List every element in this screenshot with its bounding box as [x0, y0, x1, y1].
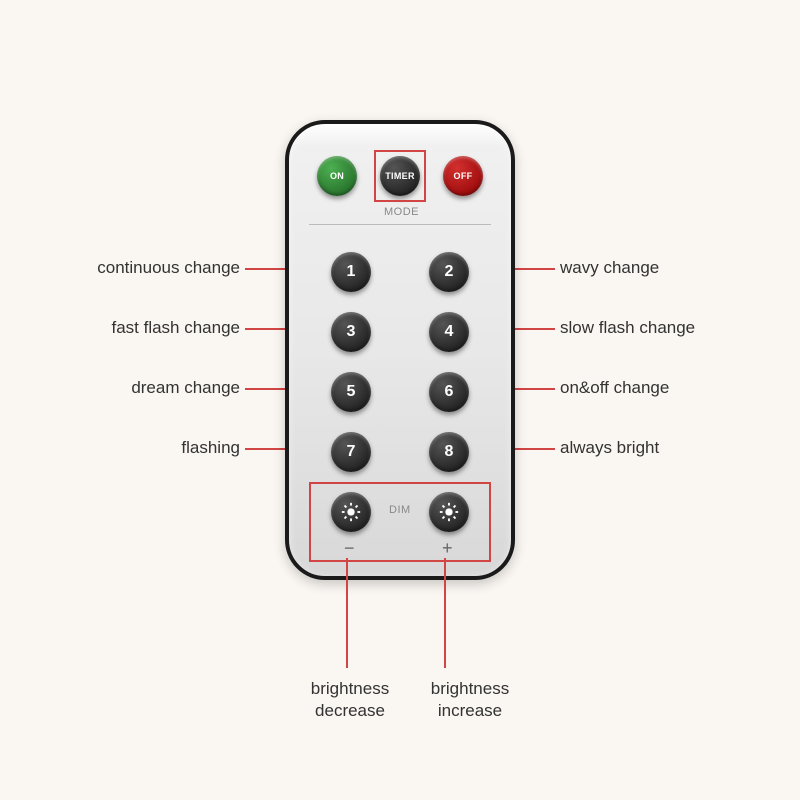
bi-l1: brightness — [431, 679, 509, 698]
brightness-decrease-callout: brightness decrease — [280, 678, 420, 722]
on-label: ON — [330, 171, 344, 181]
callout-4: slow flash change — [560, 318, 695, 338]
bd-l1: brightness — [311, 679, 389, 698]
timer-highlight — [374, 150, 426, 202]
off-label: OFF — [454, 171, 473, 181]
bd-l2: decrease — [315, 701, 385, 720]
callout-8: always bright — [560, 438, 659, 458]
dim-highlight — [309, 482, 491, 562]
mode-button-3[interactable]: 3 — [331, 312, 371, 352]
callout-3: fast flash change — [111, 318, 240, 338]
mode-num-2: 2 — [445, 263, 454, 281]
mode-button-2[interactable]: 2 — [429, 252, 469, 292]
mode-num-8: 8 — [445, 443, 454, 461]
callout-1: continuous change — [97, 258, 240, 278]
vline-plus — [444, 558, 446, 668]
mode-button-6[interactable]: 6 — [429, 372, 469, 412]
off-button[interactable]: OFF — [443, 156, 483, 196]
bi-l2: increase — [438, 701, 502, 720]
mode-button-1[interactable]: 1 — [331, 252, 371, 292]
callout-5: dream change — [131, 378, 240, 398]
mode-button-8[interactable]: 8 — [429, 432, 469, 472]
brightness-increase-callout: brightness increase — [400, 678, 540, 722]
mode-num-4: 4 — [445, 323, 454, 341]
on-button[interactable]: ON — [317, 156, 357, 196]
callout-6: on&off change — [560, 378, 669, 398]
mode-num-3: 3 — [347, 323, 356, 341]
mode-label: MODE — [384, 206, 419, 218]
callout-2: wavy change — [560, 258, 659, 278]
mode-num-7: 7 — [347, 443, 356, 461]
mode-button-4[interactable]: 4 — [429, 312, 469, 352]
vline-minus — [346, 558, 348, 668]
divider-top — [309, 224, 491, 225]
mode-button-5[interactable]: 5 — [331, 372, 371, 412]
mode-button-7[interactable]: 7 — [331, 432, 371, 472]
mode-num-5: 5 — [347, 383, 356, 401]
mode-num-6: 6 — [445, 383, 454, 401]
callout-7: flashing — [181, 438, 240, 458]
remote-body: ON TIMER OFF MODE 1 2 3 4 5 6 7 8 — [285, 120, 515, 580]
mode-num-1: 1 — [347, 263, 356, 281]
